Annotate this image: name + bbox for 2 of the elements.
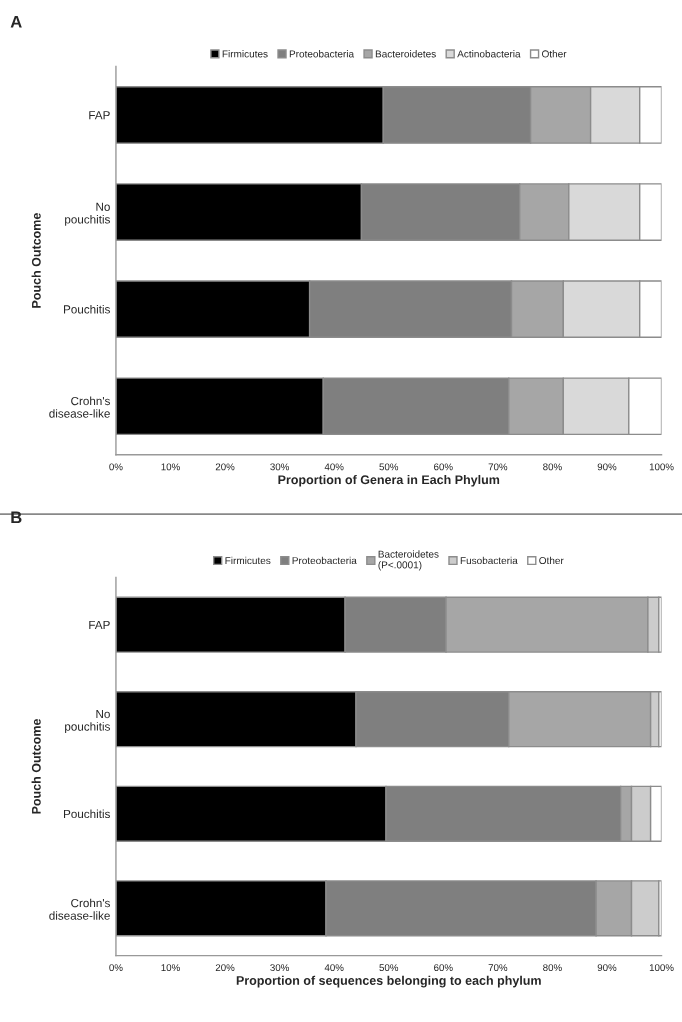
text: A [10, 15, 22, 28]
text: B [11, 511, 22, 524]
